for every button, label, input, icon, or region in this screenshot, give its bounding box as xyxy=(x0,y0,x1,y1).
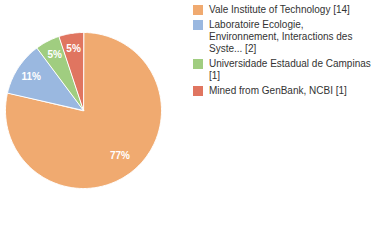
html-text:Mined from GenBank, NCBI [1]: Mined from GenBank, NCBI [1] xyxy=(209,85,347,96)
svg-text:5%: 5% xyxy=(66,43,81,54)
html-text:Universidade Estadual de Campi: Universidade Estadual de Campinas [1] xyxy=(209,58,371,81)
svg-text:77%: 77% xyxy=(110,150,130,161)
svg-text:11%: 11% xyxy=(21,71,41,82)
html-text:Vale Institute of Technology [: Vale Institute of Technology [14] xyxy=(209,4,350,15)
html-text:Laboratoire Ecologie, Environn: Laboratoire Ecologie, Environnement, Int… xyxy=(209,19,353,54)
svg-text:5%: 5% xyxy=(47,49,62,60)
